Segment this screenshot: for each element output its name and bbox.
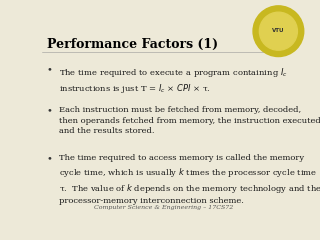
Text: •: • — [47, 66, 53, 75]
Text: Computer Science & Engineering – 17CS72: Computer Science & Engineering – 17CS72 — [94, 205, 234, 210]
Text: The time required to access memory is called the memory
cycle time, which is usu: The time required to access memory is ca… — [59, 155, 320, 205]
Text: Each instruction must be fetched from memory, decoded,
then operands fetched fro: Each instruction must be fetched from me… — [59, 106, 320, 135]
Circle shape — [260, 12, 297, 50]
Text: •: • — [47, 155, 53, 163]
Circle shape — [253, 6, 304, 57]
Text: Performance Factors (1): Performance Factors (1) — [47, 38, 219, 51]
Text: •: • — [47, 106, 53, 115]
Text: VTU: VTU — [272, 28, 285, 33]
Text: The time required to execute a program containing $I_c$
instructions is just T =: The time required to execute a program c… — [59, 66, 287, 95]
